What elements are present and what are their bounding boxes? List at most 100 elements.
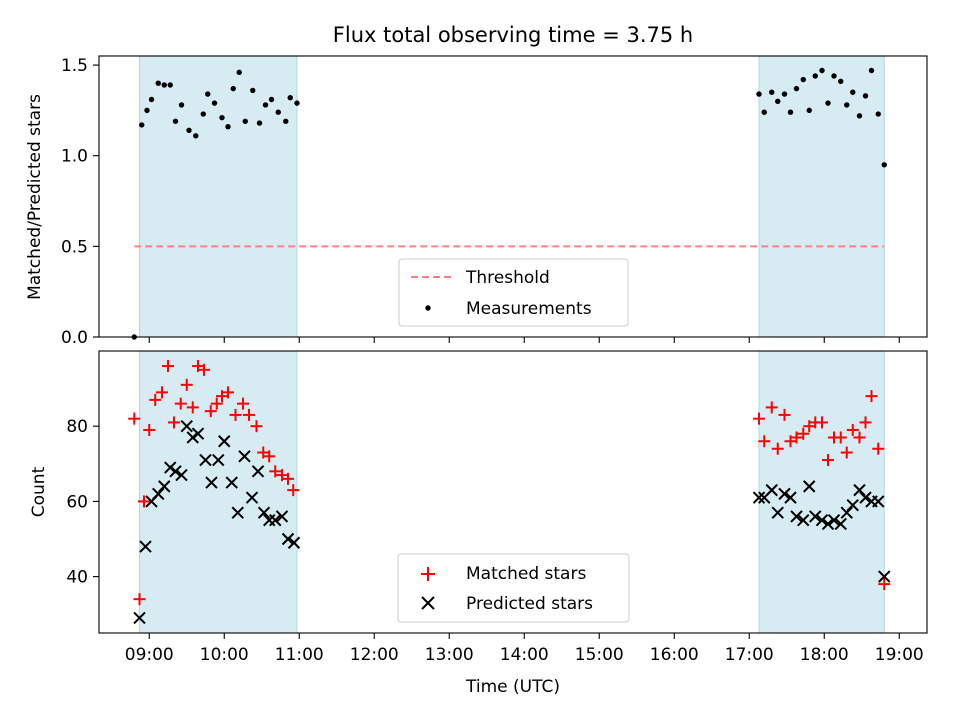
matched-star-point: [771, 442, 784, 455]
predicted-star-point: [186, 431, 199, 444]
matched-star-point: [263, 450, 276, 463]
count-axes-frame: [98, 350, 928, 634]
measurement-point: [844, 102, 850, 108]
count-y-label: Count: [29, 466, 49, 517]
x-tick-label: 14:00: [500, 645, 549, 665]
legend-measurements-label: Measurements: [466, 299, 592, 319]
x-tick-label: 17:00: [725, 645, 774, 665]
measurement-point: [178, 102, 185, 108]
measurement-point: [775, 98, 781, 105]
predicted-star-point: [269, 513, 282, 527]
measurement-point: [819, 67, 825, 74]
x-tick-label: 19:00: [875, 645, 924, 665]
predicted-star-point: [821, 517, 835, 531]
legend-matched-label: Matched stars: [466, 564, 586, 584]
y-tick-label: 1.0: [61, 147, 88, 167]
predicted-star-point: [225, 476, 238, 489]
matched-star-point: [198, 363, 210, 376]
predicted-star-point: [771, 506, 784, 519]
predicted-star-point: [803, 480, 816, 493]
x-tick-label: 12:00: [350, 645, 399, 665]
observing-window-band: [759, 351, 885, 633]
ratio-axes-frame: [98, 55, 928, 338]
observing-window-band: [139, 351, 297, 633]
predicted-star-point: [815, 513, 829, 527]
predicted-star-point: [199, 453, 212, 467]
measurement-point: [806, 107, 812, 114]
count-legend: Matched stars Predicted stars: [397, 553, 630, 623]
measurement-point: [172, 118, 179, 124]
matched-star-point: [222, 386, 234, 399]
measurement-point: [161, 82, 167, 88]
measurement-point: [831, 73, 837, 79]
measurement-point: [875, 111, 881, 117]
measurement-point: [186, 127, 192, 134]
measurement-point: [230, 85, 236, 92]
predicted-star-point: [784, 491, 797, 504]
predicted-star-point: [859, 491, 872, 504]
matched-star-point: [128, 412, 141, 425]
measurement-point: [787, 109, 794, 115]
measurement-point: [838, 78, 844, 85]
y-tick-label: 40: [66, 568, 88, 588]
matched-star-point: [859, 416, 872, 429]
measurement-point: [825, 100, 831, 106]
predicted-star-point: [778, 487, 791, 501]
x-axis-label: Time (UTC): [465, 677, 560, 697]
chart-title: Flux total observing time = 3.75 h: [333, 23, 693, 47]
count-x-ticks: 09:00 10:00 11:00 12:00 13:00 14:00 15:00 16:00…: [125, 633, 924, 665]
matched-star-point: [816, 416, 828, 429]
ratio-y-label: Matched/Predicted stars: [25, 94, 45, 300]
matched-star-point: [250, 420, 263, 433]
predicted-star-point: [175, 468, 188, 482]
legend-matched-swatch: [421, 567, 435, 581]
observing-window-band: [139, 56, 297, 337]
matched-star-point: [186, 401, 199, 414]
measurement-point: [793, 85, 800, 92]
predicted-star-point: [853, 483, 866, 497]
matched-star-point: [790, 431, 803, 444]
matched-star-point: [210, 397, 223, 410]
x-tick-label: 13:00: [425, 645, 474, 665]
legend-measurements-swatch: [425, 305, 431, 311]
predicted-star-point: [840, 506, 853, 519]
measurement-point: [881, 162, 887, 168]
predicted-star-point: [809, 510, 822, 523]
predicted-star-point: [212, 453, 225, 467]
measurement-point: [856, 113, 863, 119]
predicted-star-point: [827, 513, 841, 527]
y-tick-label: 0.5: [61, 237, 88, 257]
measurement-point: [242, 118, 248, 124]
predicted-star-point: [158, 480, 171, 493]
matched-star-point: [778, 408, 791, 421]
predicted-star-point: [180, 419, 193, 433]
predicted-star-point: [275, 510, 289, 523]
ratio-legend: Threshold Measurements: [398, 258, 629, 327]
measurement-point: [211, 100, 218, 106]
matched-star-point: [174, 397, 187, 410]
matched-star-point: [878, 578, 891, 591]
predicted-star-point: [257, 506, 271, 519]
matched-star-point: [758, 435, 771, 448]
measurement-point: [193, 133, 199, 139]
matched-star-point: [872, 442, 885, 455]
x-tick-label: 10:00: [200, 645, 249, 665]
matched-star-point: [204, 405, 217, 418]
predicted-star-point: [251, 465, 265, 478]
measurement-point: [256, 120, 263, 126]
measurement-point: [850, 89, 856, 95]
x-tick-label: 11:00: [275, 645, 324, 665]
matched-star-point: [180, 378, 193, 391]
matched-star-point: [168, 416, 180, 429]
measurement-point: [205, 91, 211, 97]
predicted-star-point: [765, 483, 778, 497]
measurement-point: [812, 73, 818, 79]
measurement-point: [275, 109, 281, 115]
predicted-star-point: [834, 517, 847, 531]
ratio-x-ticks: [148, 337, 900, 343]
measurement-point: [868, 67, 875, 74]
predicted-star-point: [133, 611, 146, 625]
measurement-point: [262, 102, 269, 108]
measurement-point: [756, 91, 762, 97]
